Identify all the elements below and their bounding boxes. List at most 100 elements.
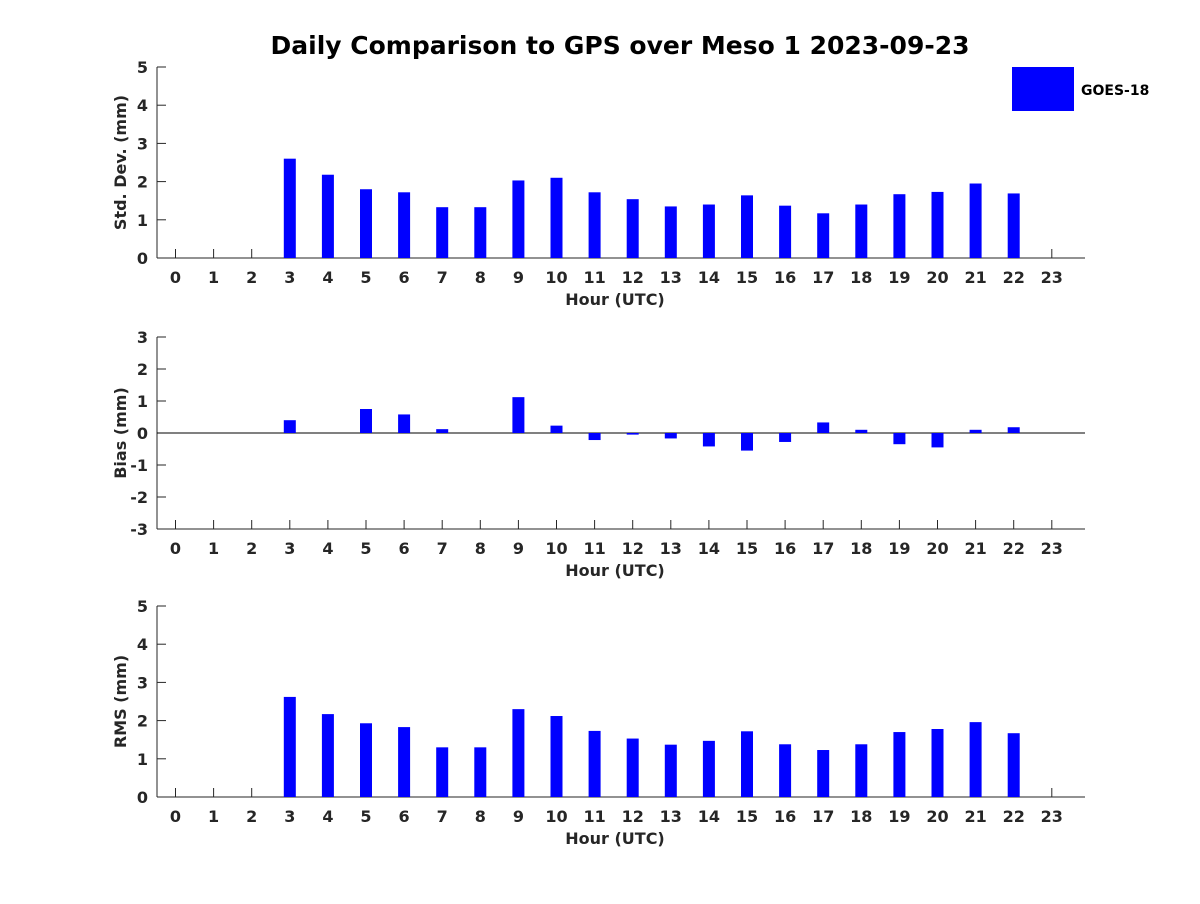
x-axis-label: Hour (UTC) [565, 561, 665, 580]
x-tick-label: 17 [812, 268, 834, 287]
bar-hour-15 [741, 195, 753, 258]
x-axis-label: Hour (UTC) [565, 829, 665, 848]
y-tick-label: 4 [137, 635, 148, 654]
y-tick-label: 5 [137, 58, 148, 77]
bar-hour-11 [588, 433, 601, 441]
x-tick-label: 5 [360, 807, 371, 826]
x-tick-label: 18 [850, 268, 872, 287]
x-tick-label: 22 [1003, 539, 1025, 558]
y-tick-label: 2 [137, 173, 148, 192]
y-tick-label: -2 [130, 488, 148, 507]
x-tick-label: 9 [513, 807, 524, 826]
bar-hour-20 [931, 729, 944, 797]
bar-hour-15 [741, 731, 753, 797]
y-tick-label: 3 [137, 328, 148, 347]
x-tick-label: 11 [583, 807, 605, 826]
bar-hour-11 [588, 192, 601, 258]
x-tick-label: 3 [284, 539, 295, 558]
bar-hour-3 [283, 158, 296, 258]
x-tick-label: 19 [888, 539, 910, 558]
x-tick-label: 14 [698, 807, 720, 826]
bar-hour-6 [398, 192, 411, 258]
x-tick-label: 16 [774, 268, 796, 287]
x-tick-label: 19 [888, 807, 910, 826]
y-axis-label: Bias (mm) [111, 387, 130, 479]
y-tick-label: 1 [137, 211, 148, 230]
bar-hour-21 [969, 722, 982, 797]
bar-hour-17 [817, 213, 830, 258]
bar-hour-5 [360, 189, 372, 258]
x-tick-label: 7 [437, 268, 448, 287]
x-tick-label: 23 [1041, 539, 1063, 558]
bar-hour-14 [702, 433, 715, 447]
x-tick-label: 20 [926, 539, 948, 558]
y-tick-label: 3 [137, 673, 148, 692]
bar-hour-3 [283, 420, 296, 433]
bar-hour-13 [664, 744, 677, 797]
x-tick-label: 21 [964, 268, 986, 287]
y-tick-label: 4 [137, 96, 148, 115]
x-tick-label: 12 [622, 807, 644, 826]
bar-hour-11 [588, 730, 601, 797]
legend-label: GOES-18 [1081, 83, 1149, 99]
bar-hour-22 [1007, 733, 1020, 797]
bar-hour-8 [474, 207, 487, 258]
x-tick-label: 3 [284, 268, 295, 287]
bar-hour-7 [436, 207, 449, 258]
y-axis-label: Std. Dev. (mm) [111, 95, 130, 230]
bar-hour-22 [1007, 193, 1020, 258]
x-tick-label: 1 [208, 807, 219, 826]
y-tick-label: 1 [137, 750, 148, 769]
bar-hour-17 [817, 750, 830, 797]
y-tick-label: 3 [137, 134, 148, 153]
bar-hour-9 [512, 397, 525, 433]
x-tick-label: 10 [545, 539, 567, 558]
bar-hour-7 [436, 429, 449, 433]
bar-hour-20 [931, 433, 944, 448]
bar-hour-4 [321, 714, 334, 797]
x-tick-label: 8 [475, 539, 486, 558]
x-tick-label: 22 [1003, 268, 1025, 287]
bar-hour-7 [436, 747, 449, 797]
bar-hour-10 [550, 716, 563, 797]
bar-hour-10 [550, 177, 563, 258]
bar-hour-6 [398, 414, 411, 433]
bar-hour-16 [779, 744, 792, 797]
x-tick-label: 23 [1041, 807, 1063, 826]
x-tick-label: 18 [850, 807, 872, 826]
x-tick-label: 5 [360, 268, 371, 287]
legend-swatch [1012, 67, 1074, 111]
x-axis-label: Hour (UTC) [565, 290, 665, 309]
x-tick-label: 8 [475, 268, 486, 287]
bar-hour-14 [702, 204, 715, 258]
bar-hour-20 [931, 191, 944, 258]
x-tick-label: 12 [622, 539, 644, 558]
bar-hour-16 [779, 433, 792, 442]
bar-hour-3 [283, 696, 296, 797]
x-tick-label: 4 [322, 268, 333, 287]
x-tick-label: 16 [774, 807, 796, 826]
bar-hour-17 [817, 422, 830, 433]
y-axis-label: RMS (mm) [111, 655, 130, 748]
bar-hour-13 [664, 206, 677, 258]
bar-hour-15 [741, 433, 753, 451]
x-tick-label: 11 [583, 539, 605, 558]
bar-hour-18 [855, 744, 868, 797]
x-tick-label: 6 [399, 268, 410, 287]
bar-hour-16 [779, 205, 792, 258]
x-tick-label: 21 [964, 807, 986, 826]
x-tick-label: 17 [812, 807, 834, 826]
bar-hour-8 [474, 747, 487, 797]
y-tick-label: 0 [137, 788, 148, 807]
bar-hour-18 [855, 429, 868, 433]
chart-title: Daily Comparison to GPS over Meso 1 2023… [271, 31, 970, 60]
x-tick-label: 8 [475, 807, 486, 826]
y-tick-label: 1 [137, 392, 148, 411]
y-tick-label: 2 [137, 712, 148, 731]
bar-hour-12 [626, 433, 639, 435]
x-tick-label: 20 [926, 807, 948, 826]
